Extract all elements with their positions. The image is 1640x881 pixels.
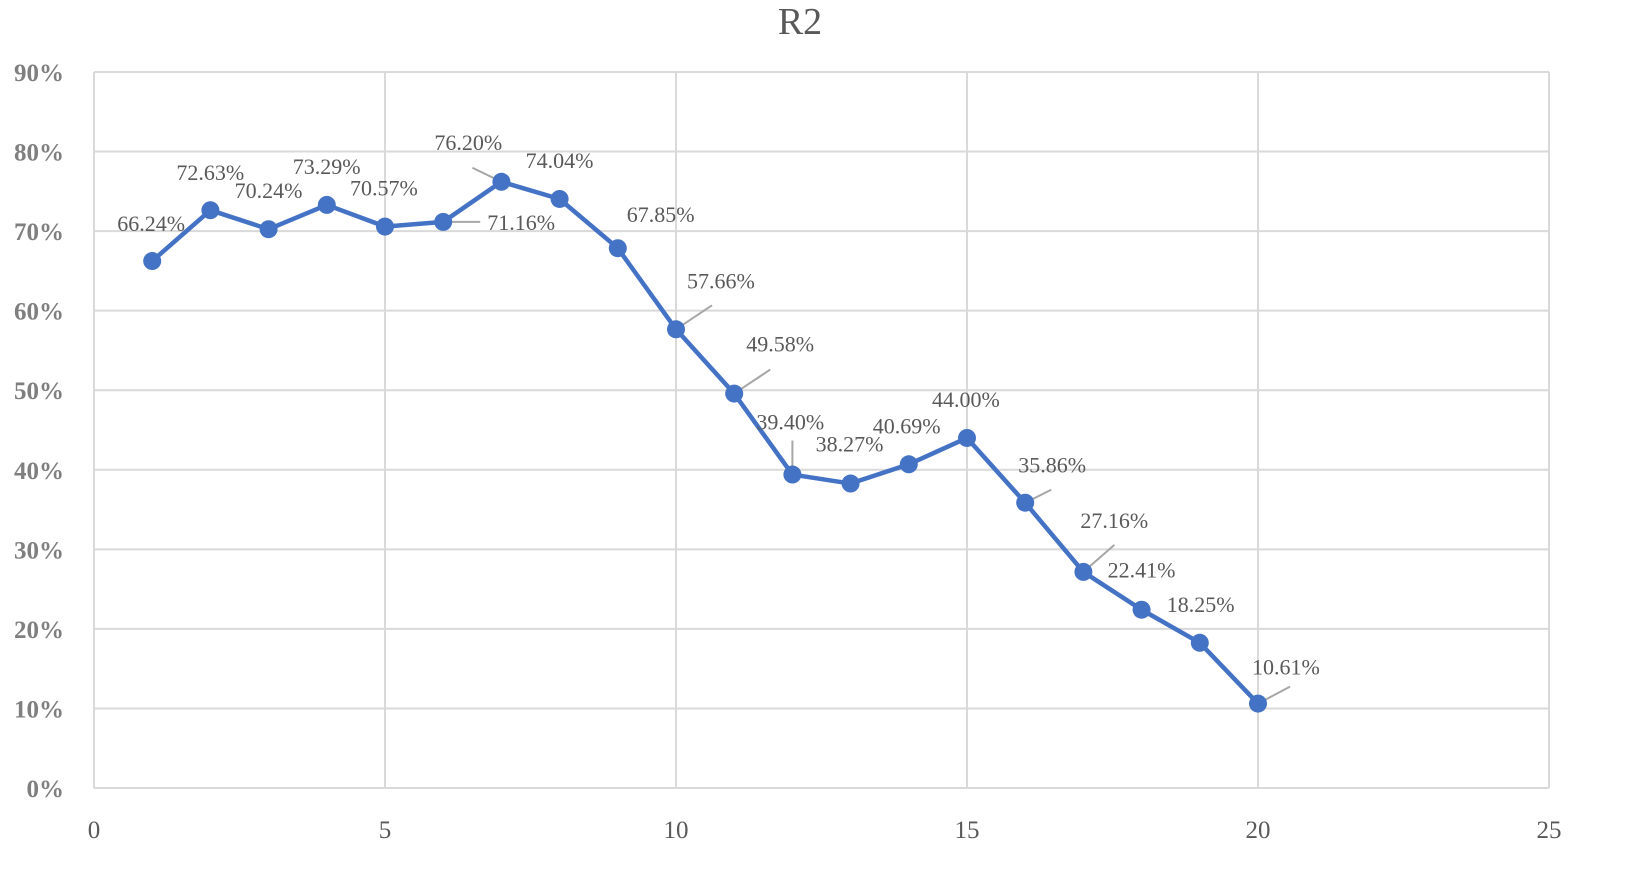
data-point	[725, 384, 744, 403]
data-label: 76.20%	[434, 130, 502, 155]
y-tick-label: 50%	[14, 378, 64, 405]
data-label: 27.16%	[1080, 508, 1148, 533]
y-tick-label: 0%	[27, 776, 65, 803]
data-point	[1249, 694, 1267, 713]
chart-title: R2	[778, 1, 822, 43]
series-line	[143, 172, 1267, 713]
data-label: 18.25%	[1167, 592, 1235, 617]
data-label: 57.66%	[687, 268, 755, 293]
data-point	[1074, 562, 1093, 581]
data-label: 10.61%	[1252, 655, 1320, 680]
data-point	[608, 239, 627, 258]
data-label: 38.27%	[816, 432, 884, 457]
data-point	[550, 189, 569, 208]
data-point	[958, 428, 976, 447]
data-label: 66.24%	[117, 211, 185, 236]
data-point	[899, 455, 918, 474]
data-point	[1190, 633, 1209, 652]
data-label: 39.40%	[756, 410, 824, 435]
data-point	[434, 212, 453, 231]
data-point	[143, 252, 162, 271]
data-point	[376, 217, 394, 236]
data-point	[201, 201, 220, 220]
data-label: 22.41%	[1108, 558, 1176, 583]
y-tick-label: 40%	[14, 458, 64, 485]
data-point	[259, 220, 278, 239]
x-tick-label: 5	[379, 817, 392, 844]
y-tick-label: 80%	[14, 140, 64, 167]
data-label: 40.69%	[873, 413, 941, 438]
data-label: 70.24%	[235, 178, 303, 203]
x-axis-ticks: 0 5 10 15 20 25	[88, 817, 1562, 844]
x-tick-label: 10	[664, 817, 689, 844]
data-label: 74.04%	[526, 148, 594, 173]
data-point	[1016, 493, 1035, 512]
data-point	[492, 172, 511, 191]
y-tick-label: 10%	[14, 696, 64, 723]
data-label: 71.16%	[487, 210, 555, 235]
data-point	[841, 474, 860, 493]
y-tick-label: 30%	[14, 537, 64, 564]
data-label: 67.85%	[627, 202, 695, 227]
data-label: 73.29%	[293, 154, 361, 179]
y-axis-ticks: 0% 10% 20% 30% 40% 50% 60% 70% 80% 90%	[14, 60, 64, 803]
data-point	[317, 195, 336, 214]
y-tick-label: 70%	[14, 219, 64, 246]
data-point	[1132, 600, 1151, 619]
series-path	[150, 179, 1260, 706]
y-tick-label: 90%	[14, 60, 64, 87]
data-label: 70.57%	[350, 176, 418, 201]
data-label: 72.63%	[176, 160, 244, 185]
data-label: 49.58%	[746, 332, 814, 357]
x-tick-label: 0	[88, 817, 101, 844]
data-point	[783, 465, 802, 484]
data-point	[667, 320, 685, 339]
data-label: 35.86%	[1018, 453, 1086, 478]
y-tick-label: 60%	[14, 299, 64, 326]
y-tick-label: 20%	[14, 617, 64, 644]
data-labels: 66.24% 72.63%70.24%73.29%70.57% 71.16% 76.2…	[117, 130, 1320, 680]
data-label: 44.00%	[932, 387, 1000, 412]
x-tick-label: 15	[955, 817, 980, 844]
x-tick-label: 25	[1537, 817, 1562, 844]
x-tick-label: 20	[1246, 817, 1271, 844]
